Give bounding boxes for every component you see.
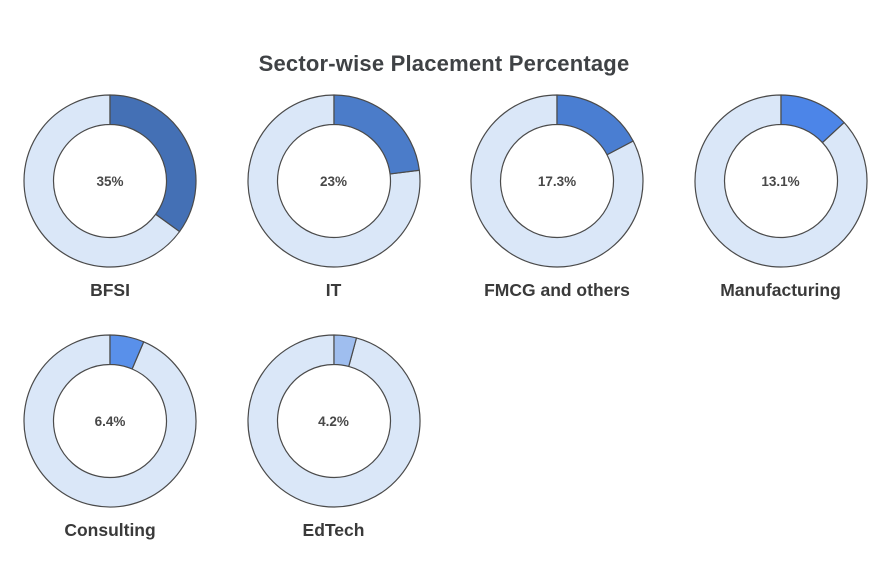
donut-chart-consulting: 6.4% Consulting <box>10 332 210 541</box>
donut-svg-bfsi <box>23 94 197 268</box>
donut-segment-value-fmcg-and-others <box>556 94 634 156</box>
donut-sector-label-consulting: Consulting <box>64 520 156 540</box>
donut-svg-it <box>246 94 421 268</box>
donut-segment-value-manufacturing <box>779 94 845 144</box>
donut-ring-fmcg-and-others: 17.3% <box>468 92 646 270</box>
donut-segment-remainder-edtech <box>246 334 421 508</box>
donut-sector-label-it: IT <box>325 280 342 300</box>
donut-svg-edtech <box>246 334 421 508</box>
donut-chart-it: 23% IT <box>234 92 434 301</box>
donut-svg-consulting <box>23 334 197 508</box>
donut-chart-manufacturing: 13.1% Manufacturing <box>681 92 881 301</box>
donut-chart-bfsi: 35% BFSI <box>10 92 210 301</box>
donut-segment-value-bfsi <box>109 94 197 233</box>
donut-ring-bfsi: 35% <box>21 92 199 270</box>
donut-ring-consulting: 6.4% <box>21 332 199 510</box>
donut-svg-fmcg-and-others <box>470 94 644 268</box>
donut-segment-value-it <box>332 94 420 175</box>
donut-segment-remainder-consulting <box>23 334 197 508</box>
donut-segment-remainder-manufacturing <box>693 94 868 268</box>
donut-sector-label-edtech: EdTech <box>302 520 365 540</box>
donut-segment-remainder-it <box>246 94 421 268</box>
donut-segment-remainder-fmcg-and-others <box>470 94 644 268</box>
donut-chart-fmcg-and-others: 17.3% FMCG and others <box>457 92 657 301</box>
donut-sector-label-manufacturing: Manufacturing <box>720 280 841 300</box>
donut-sector-label-bfsi: BFSI <box>90 280 130 300</box>
donut-segment-value-edtech <box>332 334 357 368</box>
donut-ring-manufacturing: 13.1% <box>692 92 870 270</box>
chart-title: Sector-wise Placement Percentage <box>258 51 630 76</box>
donut-segment-value-consulting <box>109 334 145 370</box>
donut-ring-edtech: 4.2% <box>245 332 423 510</box>
donut-sector-label-fmcg-and-others: FMCG and others <box>484 280 630 300</box>
donut-ring-it: 23% <box>245 92 423 270</box>
donut-segment-remainder-bfsi <box>23 94 181 268</box>
donut-svg-manufacturing <box>693 94 868 268</box>
donut-chart-edtech: 4.2% EdTech <box>234 332 434 541</box>
